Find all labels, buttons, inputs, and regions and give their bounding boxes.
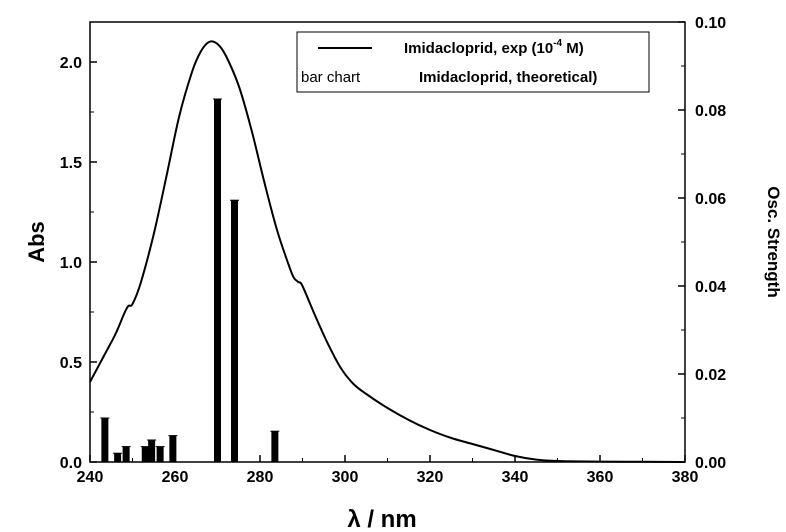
legend-entry-exp: Imidacloprid, exp (10-4 M) xyxy=(404,38,584,57)
theoretical-bar xyxy=(231,200,238,462)
legend: Imidacloprid, exp (10-4 M) bar chart Imi… xyxy=(296,31,650,93)
x-tick-label: 360 xyxy=(587,469,614,486)
legend-entry-theoretical: Imidacloprid, theoretical) xyxy=(419,69,597,86)
x-tick-label: 380 xyxy=(672,469,699,486)
y-tick-label: 0.5 xyxy=(60,355,82,372)
x-axis-label: λ / nm xyxy=(347,506,416,532)
y-tick-label: 1.5 xyxy=(60,155,82,172)
x-tick-label: 300 xyxy=(332,469,359,486)
experimental-absorbance-line xyxy=(89,40,686,463)
x-tick-label: 240 xyxy=(77,469,104,486)
theoretical-bar xyxy=(114,453,122,462)
legend-bar-marker-label: bar chart xyxy=(301,69,361,86)
x-tick-label: 260 xyxy=(162,469,189,486)
theoretical-bar xyxy=(148,440,156,462)
y2-tick-label: 0.10 xyxy=(695,15,726,32)
y-tick-label: 2.0 xyxy=(60,55,82,72)
y2-tick-label: 0.06 xyxy=(695,191,726,208)
x-tick-label: 340 xyxy=(502,469,529,486)
theoretical-bar xyxy=(141,446,149,462)
theoretical-bar xyxy=(169,435,177,462)
theoretical-bar xyxy=(156,446,164,462)
y2-tick-label: 0.00 xyxy=(695,455,726,472)
x-tick-label: 280 xyxy=(247,469,274,486)
y-tick-label: 1.0 xyxy=(60,255,82,272)
theoretical-bar xyxy=(214,99,221,462)
x-tick-label: 320 xyxy=(417,469,444,486)
theoretical-bar xyxy=(122,446,130,462)
y2-tick-label: 0.02 xyxy=(695,367,726,384)
y2-tick-label: 0.08 xyxy=(695,103,726,120)
axes: 240 260 280 300 320 340 360 380 0.0 0.5 1.0 1.5 2.0 0… xyxy=(60,15,726,486)
y-axis-label: Abs xyxy=(24,221,49,263)
y2-tick-label: 0.04 xyxy=(695,279,726,296)
y-tick-label: 0.0 xyxy=(60,455,82,472)
y2-axis-label: Osc. Strength xyxy=(764,186,783,297)
plot-area xyxy=(89,40,686,463)
theoretical-bar xyxy=(101,418,109,462)
legend-box xyxy=(296,31,650,93)
theoretical-bar xyxy=(271,431,279,462)
